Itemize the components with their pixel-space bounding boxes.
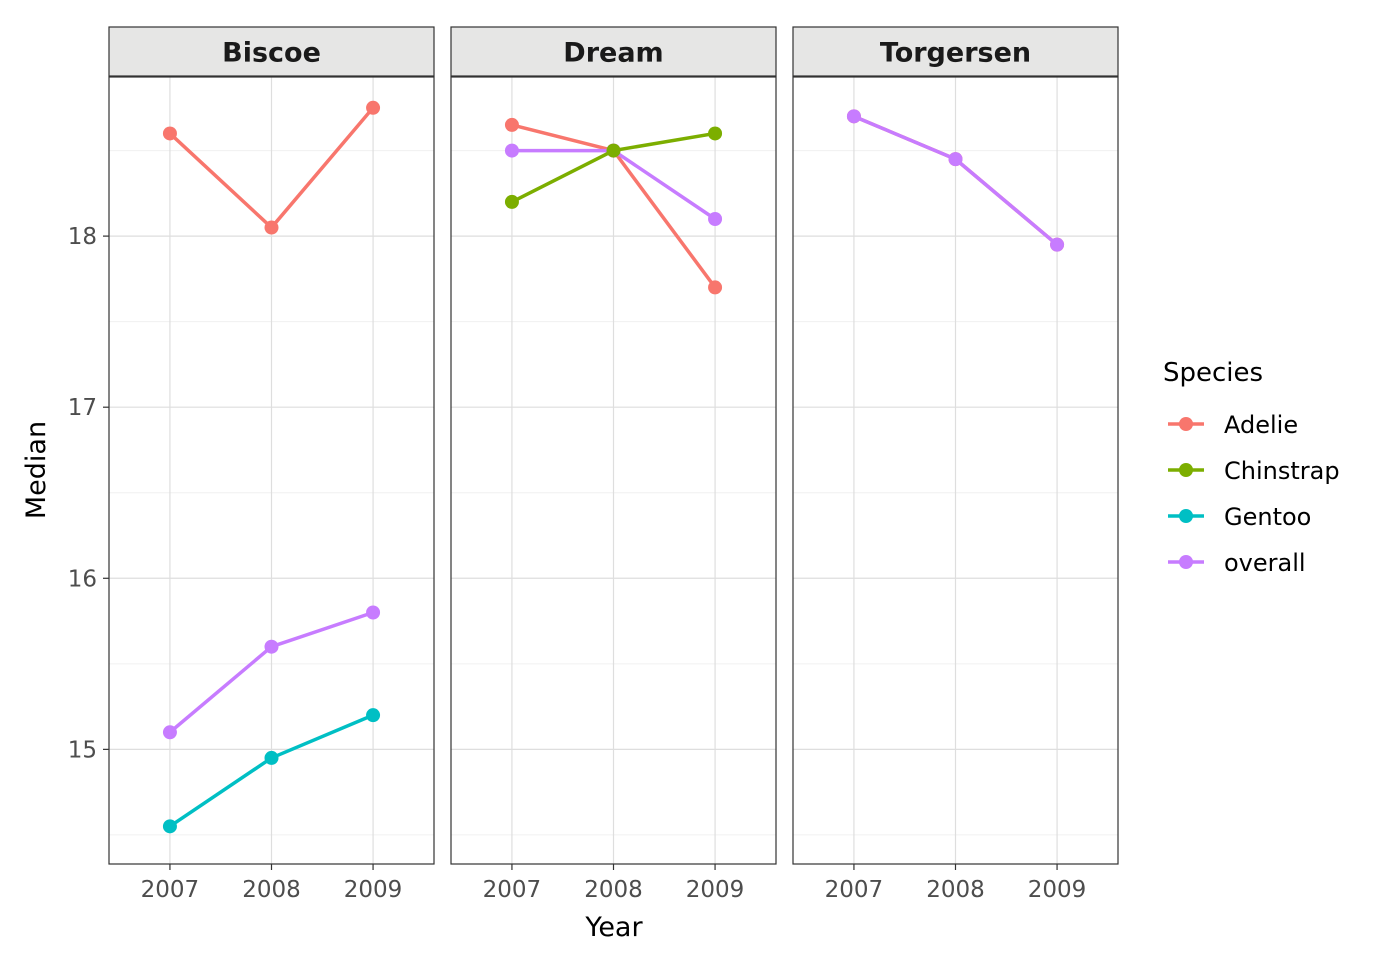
x-tick-label: 2007 [825, 877, 884, 903]
data-point-gentoo [264, 750, 279, 765]
facet-strip [450, 26, 777, 77]
x-tick-label: 2009 [1028, 877, 1087, 903]
data-point-gentoo [366, 708, 381, 723]
x-axis: 2007 2008 2009 2007 2008 2009 2007 2008 2009 [141, 864, 1087, 903]
data-point-overall [264, 639, 279, 654]
facet-strip [108, 26, 435, 77]
legend-entry-gentoo: Gentoo [1168, 503, 1311, 531]
legend-label: Chinstrap [1224, 457, 1340, 485]
legend-label: overall [1224, 549, 1306, 577]
facet-strip-label: Dream [563, 38, 663, 69]
data-point-adelie [708, 280, 723, 295]
data-point-overall [1050, 237, 1065, 252]
facet-panels: Biscoe Dream Torgersen [108, 26, 1119, 865]
data-point-adelie [366, 100, 381, 115]
y-axis: 15 16 17 18 [68, 224, 109, 763]
facet-strip-label: Biscoe [222, 38, 321, 69]
legend: Species Adelie Chinstrap Gentoo overall [1163, 358, 1340, 577]
facet-strip-label: Torgersen [880, 38, 1031, 69]
y-tick-label: 18 [68, 224, 97, 250]
facet-panel-dream: Dream [450, 26, 777, 865]
facet-panel-torgersen: Torgersen [792, 26, 1119, 865]
y-tick-label: 17 [68, 395, 97, 421]
data-point-overall [708, 212, 723, 227]
x-tick-label: 2009 [686, 877, 745, 903]
data-point-chinstrap [504, 194, 519, 209]
facet-strip [792, 26, 1119, 77]
legend-title: Species [1163, 358, 1263, 388]
y-tick-label: 15 [68, 737, 97, 763]
facet-panel-biscoe: Biscoe [108, 26, 435, 865]
legend-entry-overall: overall [1168, 549, 1306, 577]
legend-entry-chinstrap: Chinstrap [1168, 457, 1340, 485]
legend-key-point [1179, 463, 1193, 477]
data-point-adelie [504, 117, 519, 132]
data-point-chinstrap [708, 126, 723, 141]
x-tick-label: 2007 [141, 877, 200, 903]
data-point-overall [504, 143, 519, 158]
data-point-adelie [162, 126, 177, 141]
x-axis-title: Year [584, 912, 643, 943]
data-point-gentoo [162, 819, 177, 834]
x-tick-label: 2008 [242, 877, 301, 903]
legend-key-point [1179, 509, 1193, 523]
x-tick-label: 2007 [483, 877, 542, 903]
x-tick-label: 2009 [344, 877, 403, 903]
legend-key-point [1179, 417, 1193, 431]
x-tick-label: 2008 [584, 877, 643, 903]
legend-label: Adelie [1224, 411, 1298, 439]
data-point-adelie [264, 220, 279, 235]
x-tick-label: 2008 [926, 877, 985, 903]
legend-label: Gentoo [1224, 503, 1311, 531]
data-point-overall [366, 605, 381, 620]
y-tick-label: 16 [68, 566, 97, 592]
data-point-overall [846, 109, 861, 124]
data-point-overall [948, 152, 963, 167]
data-point-chinstrap [606, 143, 621, 158]
legend-key-point [1179, 555, 1193, 569]
legend-entry-adelie: Adelie [1168, 411, 1298, 439]
data-point-overall [162, 725, 177, 740]
y-axis-title: Median [21, 421, 52, 519]
